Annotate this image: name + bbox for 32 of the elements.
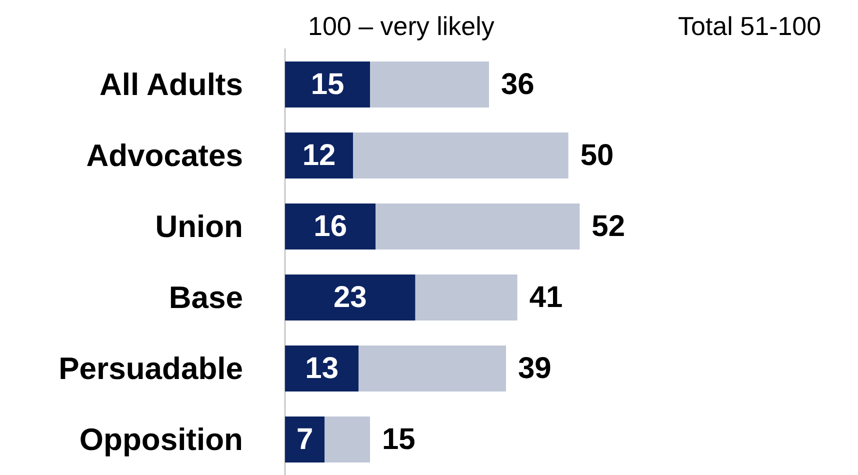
bar: [285, 204, 376, 250]
data-label: 7: [296, 423, 314, 456]
data-label: 23: [333, 281, 367, 314]
bar: [415, 274, 518, 320]
data-label: 12: [302, 139, 336, 172]
bar: [358, 346, 506, 392]
total-label: 41: [529, 281, 563, 314]
y-tick-label: Base: [168, 280, 243, 315]
total-label: 50: [580, 139, 614, 172]
bar: [324, 416, 370, 462]
bar: [285, 274, 416, 320]
data-label: 15: [310, 68, 344, 101]
total-label: 39: [518, 352, 552, 385]
bar: [285, 346, 359, 392]
bar: [285, 416, 325, 462]
y-tick-label: All Adults: [99, 67, 243, 102]
y-tick-label: Union: [155, 209, 243, 244]
total-label: 36: [501, 68, 534, 101]
y-tick-label: Persuadable: [58, 351, 243, 386]
total-label: 15: [382, 423, 416, 456]
bar: [285, 132, 353, 178]
bar: [285, 62, 370, 108]
text: Total 51-100: [678, 11, 822, 41]
data-label: 16: [314, 210, 348, 243]
y-tick-label: Advocates: [86, 138, 243, 173]
y-tick-label: Opposition: [79, 422, 243, 457]
bar: [376, 204, 580, 250]
bar: [370, 62, 489, 108]
series-label: 100 – very likely: [308, 11, 494, 41]
total-label: 52: [592, 210, 626, 243]
data-label: 13: [305, 352, 339, 385]
bar: [353, 132, 568, 178]
